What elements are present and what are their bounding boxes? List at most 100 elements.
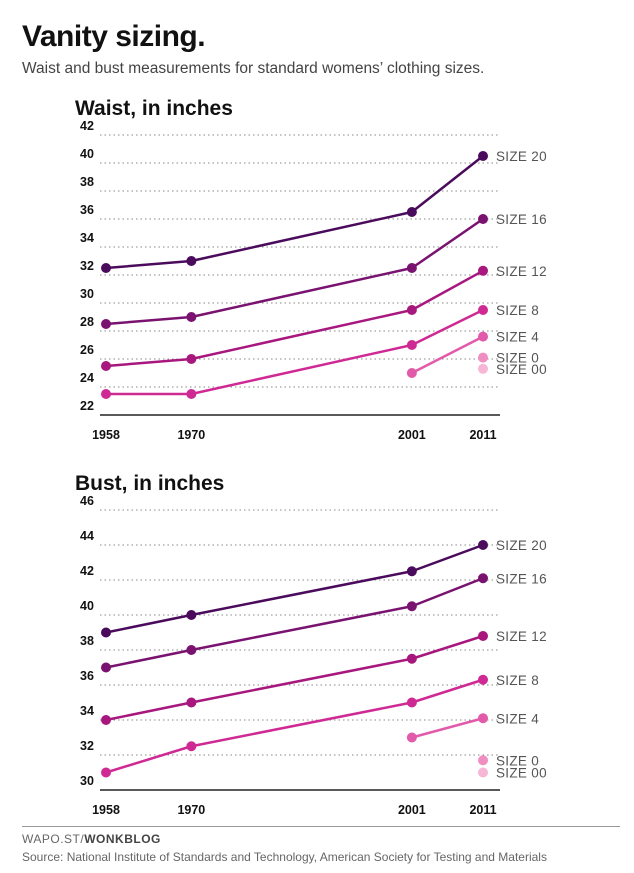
waist-label-size-12: SIZE 12 bbox=[496, 264, 547, 279]
waist-y-tick-42: 42 bbox=[80, 119, 94, 133]
waist-y-tick-30: 30 bbox=[80, 287, 94, 301]
waist-x-tick-1958: 1958 bbox=[92, 428, 120, 442]
waist-point-size-16-2011 bbox=[478, 214, 488, 224]
bust-point-size-20-2011 bbox=[478, 540, 488, 550]
waist-label-size-0: SIZE 0 bbox=[496, 351, 539, 366]
bust-point-size-12-1958 bbox=[101, 715, 111, 725]
credit-brand: WONKBLOG bbox=[84, 832, 161, 846]
bust-point-size-12-2011 bbox=[478, 631, 488, 641]
bust-point-size-16-2001 bbox=[406, 601, 417, 612]
waist-line-size-20 bbox=[105, 155, 484, 270]
bust-point-size-20-1958 bbox=[101, 627, 111, 638]
waist-x-tick-1970: 1970 bbox=[177, 428, 205, 442]
waist-point-size-8-2001 bbox=[406, 340, 417, 350]
waist-y-tick-38: 38 bbox=[80, 175, 94, 189]
bust-point-size-4-2011 bbox=[478, 713, 488, 724]
bust-point-size-00-2011 bbox=[478, 767, 488, 778]
credit-prefix: WAPO.ST/ bbox=[22, 832, 85, 846]
bust-point-size-16-1970 bbox=[186, 645, 197, 655]
waist-y-tick-36: 36 bbox=[80, 203, 94, 217]
page-title: Vanity sizing. bbox=[22, 20, 206, 53]
waist-y-tick-24: 24 bbox=[80, 371, 94, 385]
bust-label-size-0: SIZE 0 bbox=[496, 753, 539, 768]
bust-label-size-8: SIZE 8 bbox=[496, 673, 539, 688]
waist-point-size-12-1958 bbox=[101, 361, 111, 371]
waist-label-size-00: SIZE 00 bbox=[496, 362, 547, 377]
waist-point-size-8-2011 bbox=[478, 305, 488, 315]
bust-label-size-4: SIZE 4 bbox=[496, 711, 539, 726]
waist-point-size-16-1970 bbox=[186, 312, 197, 322]
bust-line-size-20 bbox=[105, 543, 484, 634]
bust-y-tick-38: 38 bbox=[80, 634, 94, 648]
source-note: Source: National Institute of Standards … bbox=[22, 850, 547, 864]
waist-line-size-16 bbox=[105, 217, 484, 326]
bust-y-tick-46: 46 bbox=[80, 494, 94, 508]
bust-y-tick-30: 30 bbox=[80, 774, 94, 788]
footer-divider bbox=[22, 826, 620, 827]
waist-label-size-8: SIZE 8 bbox=[496, 303, 539, 318]
waist-label-size-16: SIZE 16 bbox=[496, 212, 547, 227]
bust-line-size-8 bbox=[105, 678, 484, 774]
bust-line-size-4 bbox=[411, 717, 484, 739]
waist-x-tick-2001: 2001 bbox=[398, 428, 426, 442]
bust-x-tick-1970: 1970 bbox=[177, 803, 205, 817]
bust-label-size-20: SIZE 20 bbox=[496, 538, 547, 553]
bust-label-size-16: SIZE 16 bbox=[496, 571, 547, 586]
waist-point-size-16-1958 bbox=[101, 319, 111, 329]
waist-x-tick-2011: 2011 bbox=[469, 428, 496, 442]
waist-point-size-00-2011 bbox=[478, 363, 488, 374]
waist-point-size-8-1970 bbox=[186, 389, 197, 399]
waist-y-tick-26: 26 bbox=[80, 343, 94, 357]
page-subtitle: Waist and bust measurements for standard… bbox=[22, 60, 485, 77]
bust-point-size-8-2011 bbox=[478, 674, 488, 685]
bust-y-tick-44: 44 bbox=[80, 529, 94, 543]
waist-point-size-16-2001 bbox=[406, 263, 417, 273]
waist-chart: Waist, in inches 22 24 26 28 30 32 34 36 38 40 42 19… bbox=[75, 97, 547, 442]
waist-label-size-4: SIZE 4 bbox=[496, 330, 539, 345]
waist-point-size-12-1970 bbox=[186, 354, 197, 364]
waist-point-size-20-1970 bbox=[186, 256, 197, 266]
waist-point-size-12-2001 bbox=[406, 305, 417, 315]
bust-x-tick-1958: 1958 bbox=[92, 803, 120, 817]
waist-y-tick-28: 28 bbox=[80, 315, 94, 329]
bust-y-tick-42: 42 bbox=[80, 564, 94, 578]
waist-point-size-20-2011 bbox=[478, 151, 488, 161]
waist-point-size-4-2011 bbox=[478, 331, 488, 342]
bust-line-size-12 bbox=[105, 634, 484, 722]
bust-label-size-00: SIZE 00 bbox=[496, 766, 547, 781]
bust-line-size-16 bbox=[105, 577, 484, 669]
bust-y-tick-34: 34 bbox=[80, 704, 94, 718]
bust-point-size-12-1970 bbox=[186, 697, 197, 708]
bust-point-size-8-1970 bbox=[186, 741, 197, 752]
waist-y-tick-40: 40 bbox=[80, 147, 94, 161]
waist-point-size-20-1958 bbox=[101, 263, 111, 273]
bust-x-tick-2011: 2011 bbox=[469, 803, 496, 817]
waist-line-size-12 bbox=[105, 269, 484, 368]
waist-line-size-8 bbox=[106, 308, 484, 396]
bust-point-size-8-2001 bbox=[406, 697, 417, 708]
waist-y-tick-32: 32 bbox=[80, 259, 94, 273]
bust-point-size-16-2011 bbox=[478, 573, 488, 584]
bust-point-size-12-2001 bbox=[406, 653, 417, 664]
waist-label-size-20: SIZE 20 bbox=[496, 149, 547, 164]
bust-point-size-20-1970 bbox=[186, 610, 197, 620]
waist-y-tick-22: 22 bbox=[80, 399, 94, 413]
bust-label-size-12: SIZE 12 bbox=[496, 629, 547, 644]
bust-chart: Bust, in inches 30 32 34 36 38 40 42 44 46 1958 197… bbox=[75, 472, 547, 817]
waist-line-size-4 bbox=[411, 335, 484, 375]
waist-point-size-8-1958 bbox=[101, 389, 111, 399]
credit-line: WAPO.ST/WONKBLOG bbox=[22, 832, 161, 846]
bust-point-size-0-2011 bbox=[478, 755, 488, 766]
bust-point-size-20-2001 bbox=[406, 566, 417, 577]
bust-y-tick-36: 36 bbox=[80, 669, 94, 683]
waist-point-size-4-2001 bbox=[406, 368, 417, 378]
waist-chart-title: Waist, in inches bbox=[75, 97, 233, 120]
bust-y-tick-40: 40 bbox=[80, 599, 94, 613]
waist-y-tick-34: 34 bbox=[80, 231, 94, 245]
waist-point-size-0-2011 bbox=[478, 352, 488, 363]
bust-y-tick-32: 32 bbox=[80, 739, 94, 753]
waist-point-size-12-2011 bbox=[478, 265, 488, 276]
bust-chart-title: Bust, in inches bbox=[75, 472, 224, 495]
bust-point-size-16-1958 bbox=[101, 662, 111, 673]
bust-point-size-8-1958 bbox=[101, 767, 111, 778]
